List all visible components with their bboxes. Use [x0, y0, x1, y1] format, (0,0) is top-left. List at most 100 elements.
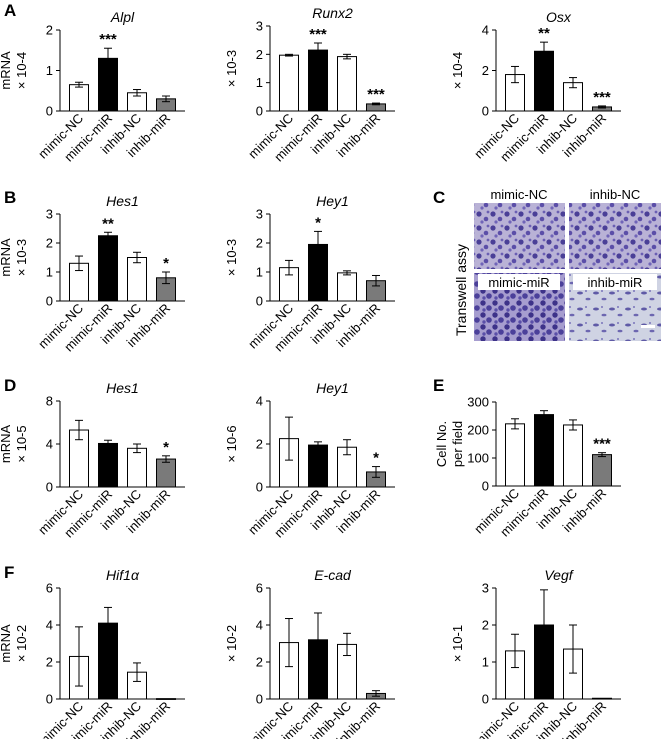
bar — [505, 423, 525, 487]
y-tick-label: 6 — [46, 581, 53, 596]
y-tick-label: 0 — [482, 479, 489, 494]
chart-title: Runx2 — [312, 5, 353, 21]
micrograph-label-bg-inhib-mir — [573, 274, 657, 290]
y-tick-label: 200 — [467, 423, 489, 438]
y-axis-label: mRNA — [0, 425, 13, 464]
bar — [156, 698, 176, 700]
y-tick-label: 4 — [256, 394, 263, 409]
bar — [69, 84, 89, 112]
y-tick-label: 3 — [256, 19, 263, 34]
y-tick-label: 300 — [467, 395, 489, 410]
micrograph-mimic-nc — [474, 203, 565, 269]
y-axis-label: Cell No. — [434, 421, 449, 467]
y-tick-label: 3 — [482, 581, 489, 596]
micrograph-label-inhib-nc: inhib-NC — [590, 187, 641, 202]
significance-marker: *** — [593, 89, 611, 106]
significance-marker: *** — [367, 86, 385, 103]
bar — [308, 444, 328, 488]
bar — [592, 454, 612, 487]
y-tick-label: 0 — [482, 692, 489, 707]
y-tick-label: 6 — [256, 581, 263, 596]
micrograph-label-inhib-mir: inhib-miR — [588, 275, 643, 290]
y-tick-label: 2 — [256, 236, 263, 251]
micrograph-label-mimic-nc: mimic-NC — [490, 187, 547, 202]
significance-marker: *** — [309, 26, 327, 43]
y-tick-label: 0 — [256, 104, 263, 119]
y-tick-label: 0 — [46, 692, 53, 707]
micrograph-label-bg-mimic-mir — [478, 274, 560, 290]
significance-marker: * — [163, 255, 169, 272]
bar — [563, 424, 583, 487]
chart-title: Hey1 — [316, 380, 349, 396]
significance-marker: *** — [593, 436, 611, 453]
bar — [308, 49, 328, 112]
y-tick-label: 0 — [46, 294, 53, 309]
y-axis-label: mRNA — [0, 624, 13, 663]
y-axis-label: × 10-2 — [224, 625, 239, 662]
y-tick-label: 8 — [46, 394, 53, 409]
y-axis-label: mRNA — [0, 51, 13, 90]
y-tick-label: 0 — [46, 480, 53, 495]
y-axis-label: mRNA — [0, 238, 13, 277]
bar — [337, 272, 357, 302]
y-axis-label: × 10-4 — [450, 52, 465, 89]
y-tick-label: 100 — [467, 451, 489, 466]
micrograph-ylabel: Transwell assy — [453, 244, 469, 336]
chart-title: Hes1 — [106, 193, 139, 209]
y-tick-label: 3 — [256, 207, 263, 222]
transwell-micrographs: Transwell assy mimic-NC inhib-NC mimic-m… — [453, 187, 661, 341]
y-tick-label: 2 — [256, 655, 263, 670]
y-tick-label: 1 — [256, 265, 263, 280]
y-tick-label: 0 — [482, 104, 489, 119]
bar — [127, 447, 147, 488]
panel-letter-f: F — [4, 563, 14, 582]
y-axis-label: × 10-6 — [224, 425, 239, 462]
chart-title: E-cad — [314, 567, 352, 583]
bar — [98, 235, 118, 302]
panel-letter-d: D — [4, 376, 16, 395]
y-tick-label: 4 — [482, 23, 489, 38]
y-axis-label: × 10-1 — [450, 625, 465, 662]
y-tick-label: 0 — [46, 104, 53, 119]
y-tick-label: 4 — [46, 437, 53, 452]
micrograph-label-mimic-mir: mimic-miR — [488, 275, 549, 290]
significance-marker: *** — [99, 31, 117, 48]
chart-title: Hey1 — [316, 193, 349, 209]
y-axis-label: × 10-2 — [14, 625, 29, 662]
y-tick-label: 2 — [46, 23, 53, 38]
scale-bar — [641, 325, 655, 328]
y-tick-label: 2 — [46, 236, 53, 251]
y-tick-label: 1 — [46, 63, 53, 78]
panel-letter-e: E — [433, 376, 444, 395]
y-tick-label: 0 — [256, 692, 263, 707]
chart-title: Hif1α — [106, 567, 140, 583]
y-tick-label: 2 — [482, 63, 489, 78]
bar — [337, 56, 357, 112]
chart-title: Alpl — [110, 9, 135, 25]
y-tick-label: 2 — [46, 655, 53, 670]
chart-title: Vegf — [544, 567, 574, 583]
bar — [98, 442, 118, 488]
y-tick-label: 2 — [256, 437, 263, 452]
significance-marker: ** — [102, 215, 114, 232]
micrograph-inhib-nc — [569, 203, 661, 269]
panel-letter-c: C — [433, 188, 445, 207]
bar — [156, 458, 176, 488]
y-tick-label: 2 — [482, 618, 489, 633]
panel-letter-a: A — [4, 1, 16, 20]
y-tick-label: 2 — [256, 47, 263, 62]
y-axis-label: per field — [450, 421, 465, 467]
y-tick-label: 4 — [256, 618, 263, 633]
bar — [279, 54, 299, 112]
y-axis-label: × 10-5 — [14, 425, 29, 462]
chart-title: Hes1 — [106, 380, 139, 396]
bar — [127, 257, 147, 302]
y-tick-label: 0 — [256, 294, 263, 309]
